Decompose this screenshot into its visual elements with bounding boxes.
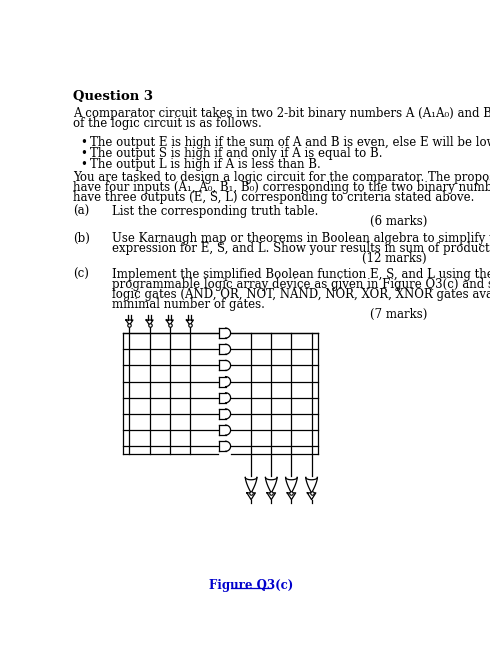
Text: A comparator circuit takes in two 2-bit binary numbers A (A₁A₀) and B (B₁B₀). Th: A comparator circuit takes in two 2-bit …	[73, 107, 490, 121]
Text: programmable logic array device as given in Figure Q3(c) and some basic 2-input: programmable logic array device as given…	[112, 278, 490, 291]
Text: Use Karnaugh map or theorems in Boolean algebra to simplify the Boolean: Use Karnaugh map or theorems in Boolean …	[112, 232, 490, 245]
Text: logic gates (AND, OR, NOT, NAND, NOR, XOR, XNOR gates available). Use: logic gates (AND, OR, NOT, NAND, NOR, XO…	[112, 289, 490, 301]
Text: (b): (b)	[73, 232, 90, 245]
Text: Figure Q3(c): Figure Q3(c)	[209, 580, 293, 592]
Text: of the logic circuit is as follows.: of the logic circuit is as follows.	[73, 117, 262, 130]
Text: (6 marks): (6 marks)	[369, 215, 427, 228]
Text: You are tasked to design a logic circuit for the comparator. The proposed logic : You are tasked to design a logic circuit…	[73, 171, 490, 185]
Text: The output S is high if and only if A is equal to B.: The output S is high if and only if A is…	[90, 147, 382, 160]
Text: minimal number of gates.: minimal number of gates.	[112, 299, 265, 311]
Text: List the corresponding truth table.: List the corresponding truth table.	[112, 205, 318, 218]
Text: Implement the simplified Boolean function E, S, and L using the 4-input: Implement the simplified Boolean functio…	[112, 268, 490, 281]
Text: have four inputs (A₁, A₀, B₁, B₀) corresponding to the two binary numbers. The c: have four inputs (A₁, A₀, B₁, B₀) corres…	[73, 181, 490, 195]
Text: The output L is high if A is less than B.: The output L is high if A is less than B…	[90, 158, 320, 170]
Text: (7 marks): (7 marks)	[369, 309, 427, 321]
Text: Question 3: Question 3	[73, 90, 153, 103]
Text: have three outputs (E, S, L) corresponding to criteria stated above.: have three outputs (E, S, L) correspondi…	[73, 191, 474, 205]
Text: The output E is high if the sum of A and B is even, else E will be low.: The output E is high if the sum of A and…	[90, 136, 490, 149]
Text: (c): (c)	[73, 268, 89, 281]
Text: expression for E, S, and L. Show your results in sum of product form.: expression for E, S, and L. Show your re…	[112, 242, 490, 255]
Text: •: •	[81, 147, 88, 160]
Text: (12 marks): (12 marks)	[363, 252, 427, 265]
Text: •: •	[81, 136, 88, 149]
Text: (a): (a)	[73, 205, 89, 218]
Text: •: •	[81, 158, 88, 170]
